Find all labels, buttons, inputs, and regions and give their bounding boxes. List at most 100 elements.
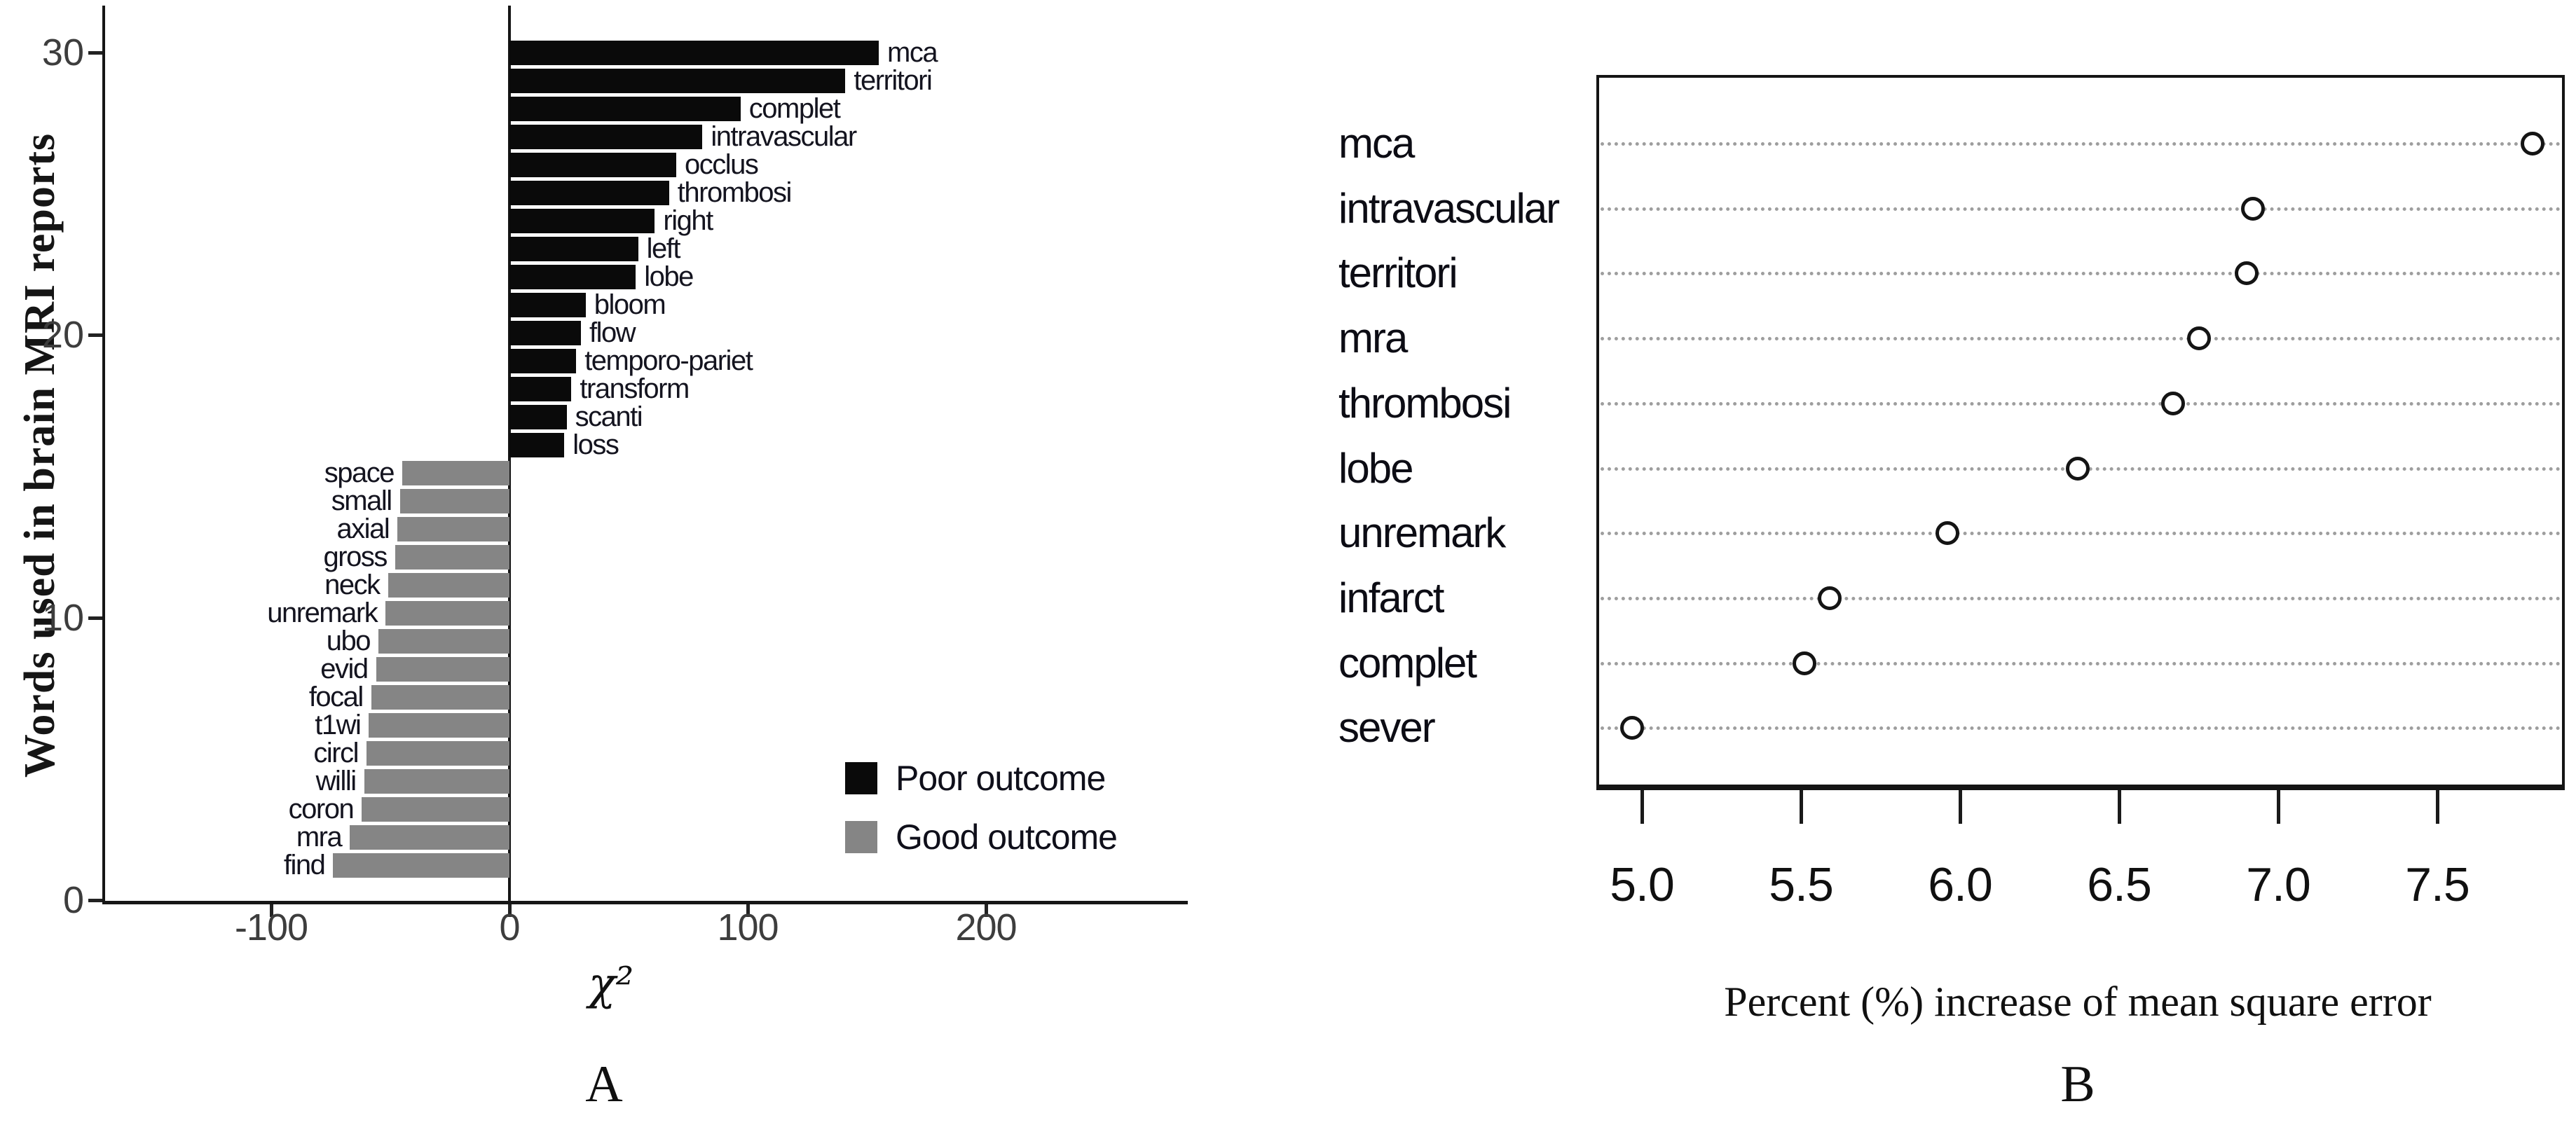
panel-b-gridline-unremark — [1601, 532, 2561, 536]
panel-b-x-tick-6.0 — [1959, 790, 1962, 824]
panel-a-legend: Poor outcome Good outcome — [845, 758, 1118, 857]
bar-label-ubo: ubo — [326, 626, 371, 656]
bar-t1wi — [369, 713, 509, 738]
bar-loss — [509, 433, 565, 457]
bar-label-transform: transform — [580, 373, 690, 404]
bar-ubo — [378, 629, 509, 654]
panel-a-x-tick-0 — [508, 904, 512, 917]
bar-small — [399, 489, 509, 513]
panel-a-y-tick-0 — [88, 899, 102, 902]
panel-b-category-label-unremark: unremark — [1338, 509, 1506, 557]
panel-b-x-tick-5.0 — [1640, 790, 1644, 824]
bar-label-focal: focal — [308, 682, 364, 712]
panel-b-gridline-thrombosi — [1601, 401, 2561, 406]
bar-right — [509, 209, 655, 233]
bar-thrombosi — [509, 181, 669, 205]
panel-a-y-tick-10 — [88, 616, 102, 620]
bar-space — [402, 461, 509, 485]
bar-label-space: space — [324, 457, 395, 488]
bar-willi — [364, 769, 509, 794]
panel-b-x-tick-label-7.0: 7.0 — [2246, 858, 2311, 911]
bar-label-left: left — [646, 233, 681, 264]
point-thrombosi — [2161, 391, 2186, 415]
bar-territori — [509, 69, 846, 93]
bar-label-unremark: unremark — [267, 598, 378, 628]
point-sever — [1620, 716, 1645, 740]
bar-evid — [376, 657, 509, 682]
panel-a-y-tick-label-10: 10 — [41, 596, 84, 639]
point-mra — [2186, 326, 2211, 351]
bar-flow — [509, 321, 581, 345]
panel-b-gridline-intravascular — [1601, 207, 2561, 211]
bar-coron — [362, 797, 509, 822]
bar-scanti — [509, 405, 567, 429]
panel-a-y-axis-line — [102, 6, 105, 904]
panel-a-y-tick-20 — [88, 333, 102, 338]
bar-unremark — [385, 601, 509, 626]
panel-b-category-label-thrombosi: thrombosi — [1338, 379, 1512, 427]
panel-b-x-tick-label-6.5: 6.5 — [2087, 858, 2152, 911]
bar-temporo-pariet — [509, 349, 577, 373]
bar-label-axial: axial — [336, 513, 390, 544]
bar-focal — [371, 685, 509, 710]
panel-b-category-label-complet: complet — [1338, 639, 1477, 686]
panel-b-gridline-infarct — [1601, 596, 2561, 600]
panel-a-x-tick-label-100: 100 — [717, 906, 779, 948]
bar-label-coron: coron — [288, 794, 355, 824]
bar-label-territori: territori — [854, 65, 932, 96]
point-intravascular — [2240, 196, 2265, 221]
point-complet — [1792, 651, 1816, 675]
legend-label: Poor outcome — [896, 759, 1106, 798]
bar-label-scanti: scanti — [575, 401, 643, 432]
panel-a-y-tick-30 — [88, 51, 102, 55]
panel-a-y-tick-label-30: 30 — [41, 32, 84, 74]
bar-mra — [350, 825, 509, 850]
panel-b-x-tick-6.5 — [2118, 790, 2121, 824]
point-infarct — [1817, 586, 1842, 610]
panel-b-gridline-mra — [1601, 337, 2561, 341]
panel-a-x-tick-label-0: 0 — [499, 906, 520, 948]
bar-occlus — [509, 153, 676, 177]
bar-label-occlus: occlus — [685, 149, 759, 180]
bar-complet — [509, 97, 741, 121]
point-territori — [2234, 261, 2259, 286]
bar-label-neck: neck — [324, 570, 381, 600]
panel-b-gridline-territori — [1601, 272, 2561, 276]
panel-b-category-label-lobe: lobe — [1338, 444, 1413, 492]
panel-b-x-axis-title: Percent (%) increase of mean square erro… — [1724, 979, 2432, 1025]
bar-label-lobe: lobe — [644, 261, 694, 292]
bar-label-circl: circl — [313, 738, 359, 768]
bar-label-mca: mca — [887, 37, 938, 68]
point-unremark — [1935, 521, 1959, 546]
panel-b-category-label-territori: territori — [1338, 249, 1458, 297]
bar-label-complet: complet — [748, 93, 841, 124]
panel-b-x-tick-label-6.0: 6.0 — [1928, 858, 1993, 911]
panel-b-plot-box — [1596, 75, 2565, 790]
bar-bloom — [509, 293, 586, 317]
bar-label-mra: mra — [296, 822, 343, 853]
panel-a-x-tick-label-200: 200 — [955, 906, 1017, 948]
panel-b-letter: B — [2060, 1056, 2095, 1113]
panel-b-x-tick-5.5 — [1800, 790, 1803, 824]
bar-intravascular — [509, 125, 703, 149]
legend-label: Good outcome — [896, 817, 1118, 857]
legend-item-poor-outcome: Poor outcome — [845, 758, 1117, 799]
bar-label-temporo-pariet: temporo-pariet — [584, 345, 753, 376]
bar-label-loss: loss — [573, 429, 619, 460]
panel-a-x-tick-100 — [746, 904, 750, 917]
good-outcome-swatch-icon — [845, 821, 877, 853]
poor-outcome-swatch-icon — [845, 762, 877, 794]
panel-b-gridline-complet — [1601, 661, 2561, 665]
bar-label-t1wi: t1wi — [315, 710, 362, 740]
bar-label-find: find — [283, 850, 326, 881]
bar-axial — [397, 517, 509, 541]
panel-a-x-tick-200 — [985, 904, 988, 917]
bar-label-thrombosi: thrombosi — [677, 177, 793, 208]
panel-b-x-tick-7.0 — [2277, 790, 2280, 824]
legend-item-good-outcome: Good outcome — [845, 817, 1118, 857]
panel-b-category-label-infarct: infarct — [1338, 574, 1444, 621]
panel-a-x-tick-label--100: -100 — [234, 906, 308, 948]
panel-a-letter: A — [585, 1056, 623, 1113]
point-mca — [2521, 132, 2545, 156]
